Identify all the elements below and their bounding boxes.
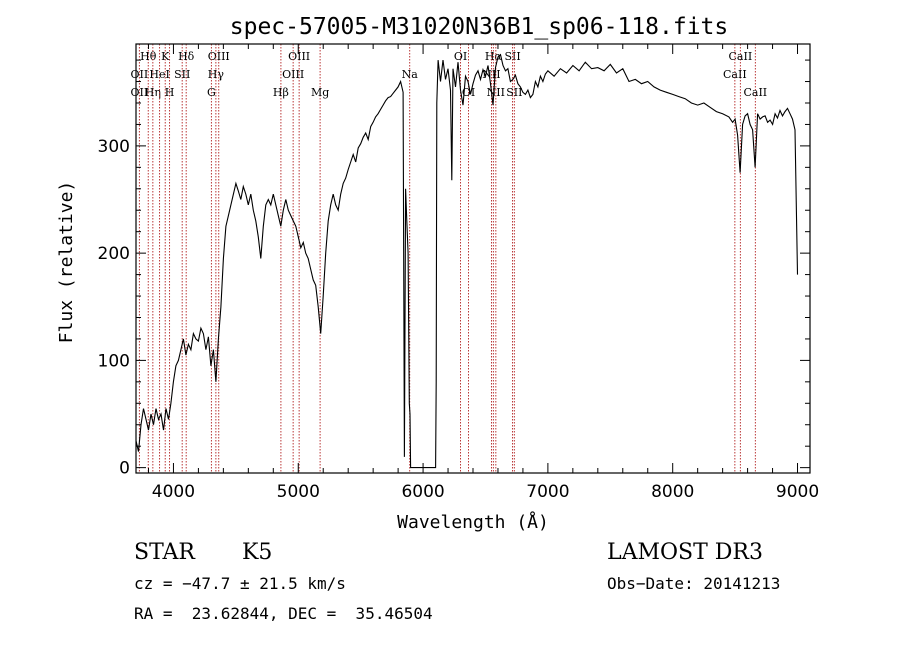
spectral-line-label: H xyxy=(165,86,175,99)
spectral-line-label: Hα xyxy=(485,50,503,63)
x-tick-label: 6000 xyxy=(401,482,444,502)
spectral-line-label: CaII xyxy=(723,68,747,81)
y-tick-label: 200 xyxy=(98,244,130,264)
spectral-line-label: NII xyxy=(487,86,505,99)
spectral-line-label: Mg xyxy=(311,86,329,99)
object-class: STAR xyxy=(134,540,195,565)
y-tick-label: 300 xyxy=(98,137,130,157)
spectral-line-label: SII xyxy=(504,50,520,63)
spectral-line-label: OII xyxy=(131,68,149,81)
spectral-line-label: OIII xyxy=(208,50,230,63)
spectral-line-label: Na xyxy=(402,68,419,81)
x-tick-label: 5000 xyxy=(277,482,320,502)
x-tick-label: 8000 xyxy=(651,482,694,502)
spectral-line-label: CaII xyxy=(743,86,767,99)
y-axis-label: Flux (relative) xyxy=(56,181,77,344)
spectral-line-label: K xyxy=(161,50,170,63)
spectral-line-label: SII xyxy=(174,68,190,81)
spectral-line-label: Hη xyxy=(145,86,161,99)
spectral-line-label: OIII xyxy=(282,68,304,81)
x-axis-label: Wavelength (Å) xyxy=(397,511,549,533)
x-tick-label: 4000 xyxy=(152,482,195,502)
redshift-cz: cz = −47.7 ± 21.5 km/s xyxy=(134,574,346,593)
flux-series-line xyxy=(135,53,799,469)
spectral-line-label: OII xyxy=(131,86,149,99)
observation-date: Obs−Date: 20141213 xyxy=(607,574,781,593)
spectral-line-label: OI xyxy=(454,50,467,63)
y-tick-label: 0 xyxy=(119,459,130,479)
spectral-line-label: Hδ xyxy=(178,50,195,63)
coordinates: RA = 23.62844, DEC = 35.46504 xyxy=(134,604,433,623)
x-tick-label: 9000 xyxy=(776,482,819,502)
spectral-line-label: SII xyxy=(506,86,522,99)
spectral-line-label: HeI xyxy=(149,68,169,81)
object-subclass: K5 xyxy=(242,540,273,565)
x-tick-label: 7000 xyxy=(526,482,569,502)
chart-title: spec-57005-M31020N36B1_sp06-118.fits xyxy=(230,14,729,40)
spectral-line-label: Hθ xyxy=(140,50,157,63)
axis-ticks: 4000 5000 6000 7000 8000 9000 0 100 200 300 xyxy=(98,44,819,502)
y-tick-label: 100 xyxy=(98,351,130,371)
spectral-line-label: Hβ xyxy=(273,86,289,99)
spectral-line-label: Hγ xyxy=(208,68,225,81)
survey-name: LAMOST DR3 xyxy=(607,540,763,565)
spectral-line-label: OIII xyxy=(288,50,310,63)
spectral-line-label: G xyxy=(207,86,216,99)
plot-frame xyxy=(135,43,811,474)
spectral-line-label: CaII xyxy=(729,50,753,63)
